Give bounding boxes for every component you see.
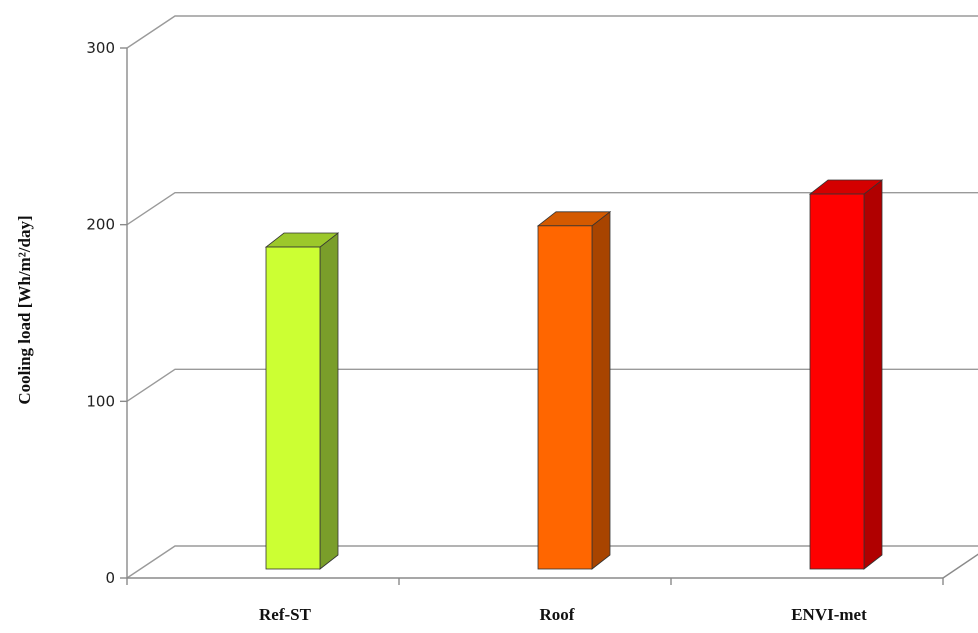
- floor-edge: [942, 553, 978, 579]
- y-tick-label: 200: [86, 216, 115, 234]
- bar-front: [265, 246, 321, 570]
- bar-roof: [536, 211, 612, 570]
- bar-side: [591, 211, 611, 570]
- labels: 0 100 200 300 Ref-ST Roof ENVI-met: [86, 39, 867, 624]
- x-category-label: ENVI-met: [791, 605, 867, 624]
- bar-ref-st: [264, 232, 340, 570]
- gridline: [126, 368, 978, 402]
- y-tick-label: 300: [86, 39, 115, 57]
- x-category-label: Roof: [540, 605, 575, 624]
- bar-side: [319, 232, 339, 570]
- gridline: [126, 15, 978, 49]
- bar-front: [809, 193, 865, 570]
- y-tick-label: 100: [86, 392, 115, 410]
- bar-front: [537, 225, 593, 570]
- gridlines: [126, 15, 978, 579]
- bar-side: [863, 179, 883, 570]
- y-axis-title: Cooling load [Wh/m²/day]: [15, 215, 34, 404]
- bar-envi-met: [808, 179, 884, 570]
- axes: [120, 47, 978, 585]
- x-category-label: Ref-ST: [259, 605, 312, 624]
- gridline: [126, 545, 978, 579]
- gridline: [126, 191, 978, 226]
- y-tick-label: 0: [105, 569, 115, 587]
- bars: [264, 179, 884, 570]
